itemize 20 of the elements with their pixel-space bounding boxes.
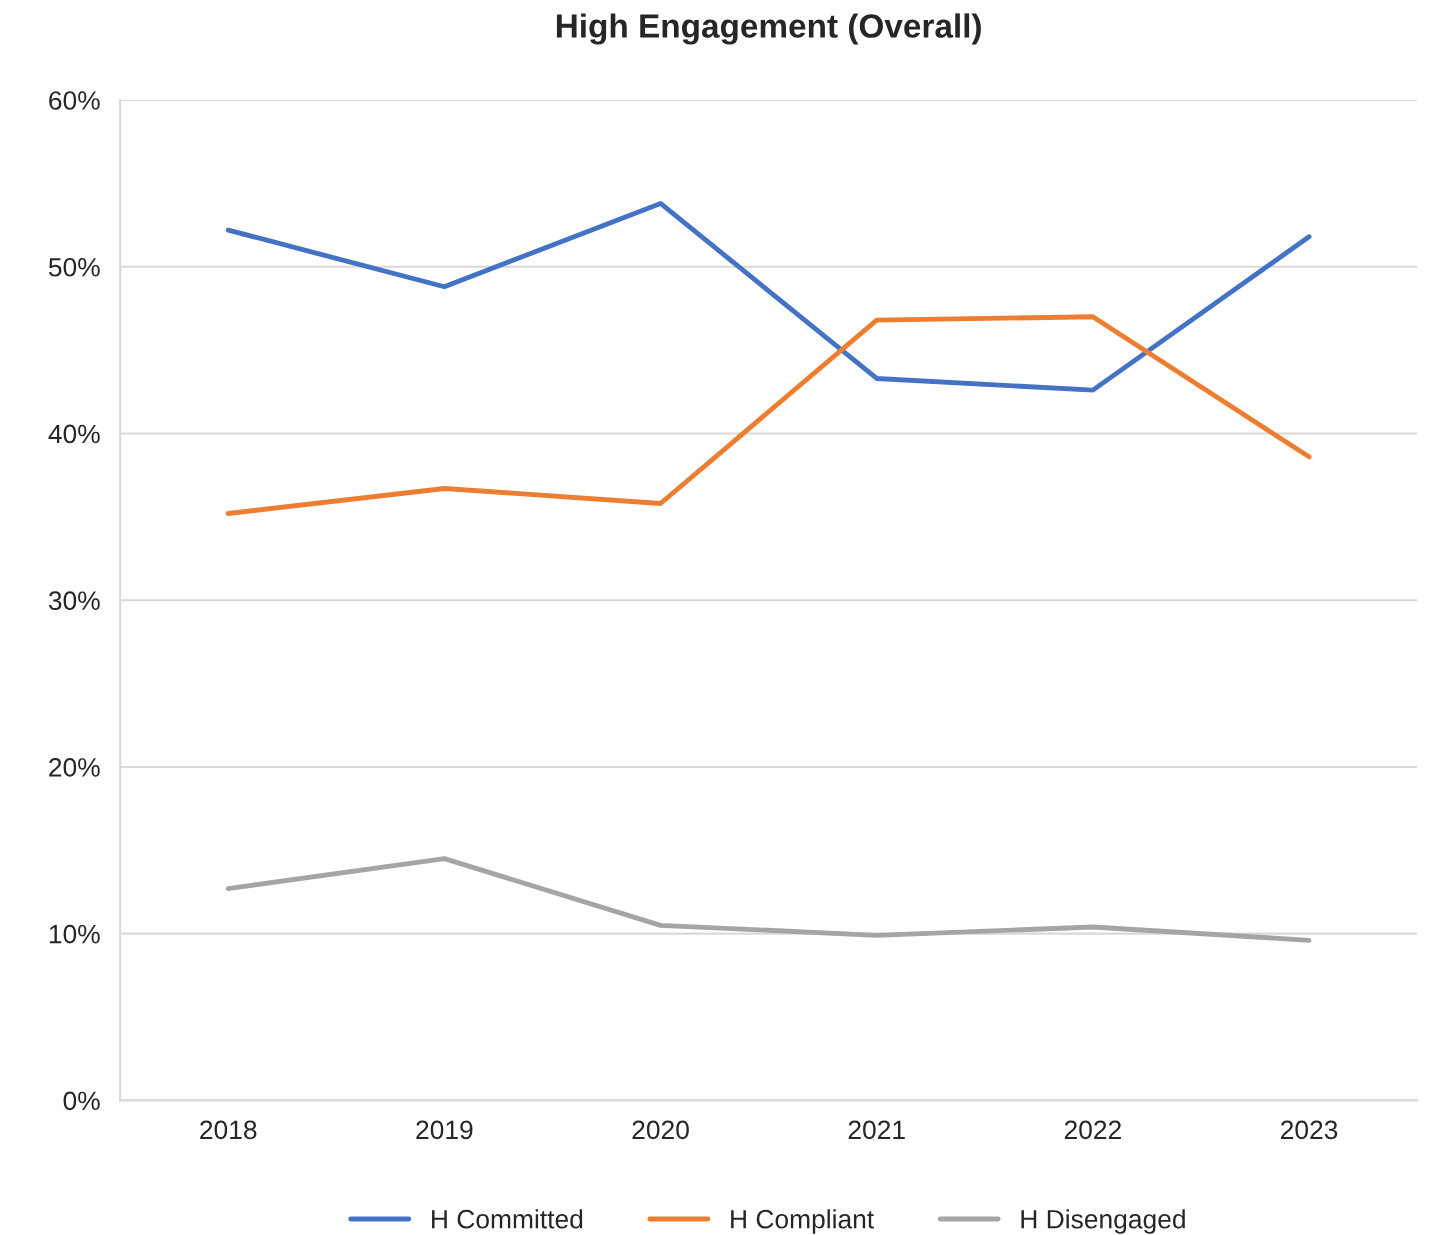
- chart-title: High Engagement (Overall): [556, 13, 981, 45]
- x-tick-label: 2019: [416, 1120, 473, 1140]
- line-series: [225, 314, 1312, 516]
- x-tick-label: 2022: [1064, 1120, 1121, 1140]
- legend-label: H Committed: [432, 1209, 583, 1229]
- x-tick-label: 2023: [1281, 1120, 1338, 1140]
- y-tick-label: 50%: [48, 257, 100, 277]
- line-series: [225, 856, 1312, 943]
- x-tick-label: 2020: [632, 1120, 689, 1140]
- y-tick-label: 10%: [49, 924, 100, 944]
- y-tick-label: 0%: [63, 1091, 100, 1111]
- y-tick-label: 20%: [49, 758, 100, 777]
- y-tick-label: 40%: [48, 424, 100, 444]
- y-tick-label: 30%: [48, 591, 100, 611]
- legend-label: H Disengaged: [1021, 1209, 1185, 1234]
- y-tick-label: 60%: [49, 91, 100, 110]
- x-tick-label: 2021: [848, 1120, 905, 1140]
- x-tick-label: 2018: [200, 1120, 257, 1140]
- legend-label: H Compliant: [731, 1209, 874, 1234]
- line-series: [225, 200, 1312, 393]
